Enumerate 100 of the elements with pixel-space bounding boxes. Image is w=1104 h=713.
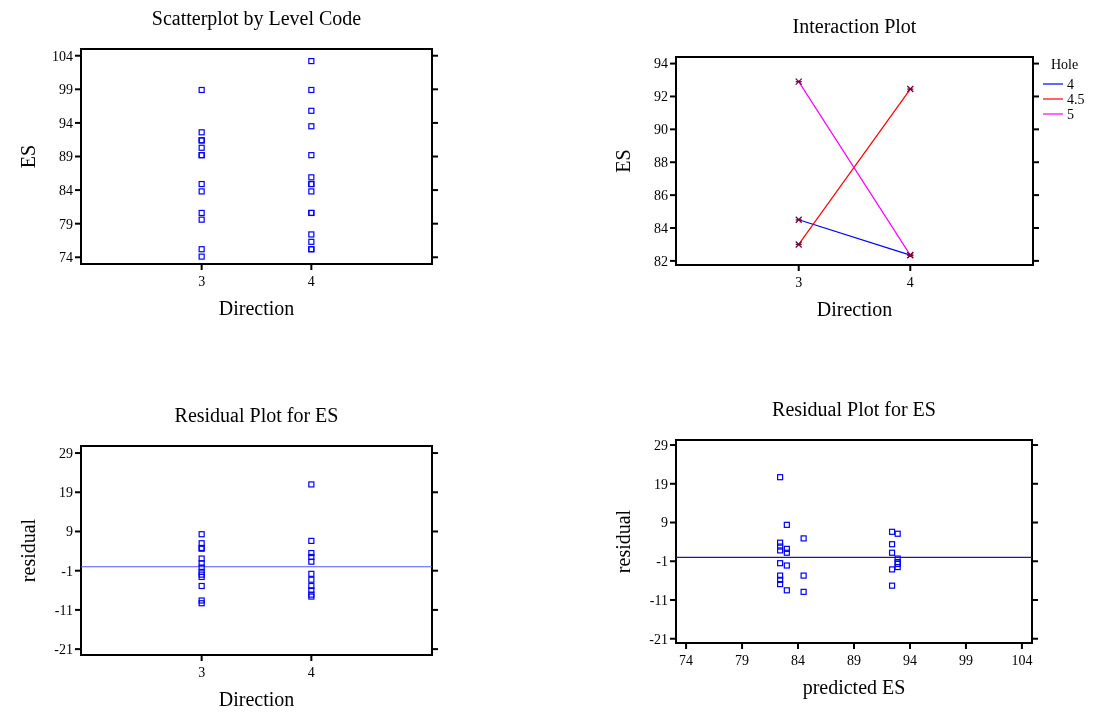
- legend-label: 4.5: [1067, 91, 1085, 107]
- point: [308, 537, 315, 544]
- y-axis-title: residual: [612, 509, 634, 574]
- point: [198, 144, 205, 151]
- point: [800, 572, 807, 579]
- point: [198, 540, 205, 547]
- point: [800, 588, 807, 595]
- point: [198, 555, 205, 562]
- point: [198, 597, 205, 604]
- y-tick-label: 79: [59, 216, 73, 232]
- x-axis-title: Direction: [218, 297, 295, 319]
- point: [308, 587, 315, 594]
- point: [308, 123, 315, 130]
- point: [783, 545, 790, 552]
- chart-title: Scatterplot by Level Code: [151, 7, 362, 30]
- y-tick-label: 29: [59, 445, 73, 461]
- point: [198, 209, 205, 217]
- point: [308, 553, 315, 561]
- point: [308, 231, 315, 238]
- y-tick-label: -11: [649, 592, 668, 608]
- x-tick-label: 104: [1011, 653, 1033, 668]
- y-tick-label: 99: [59, 82, 73, 98]
- point: [777, 576, 784, 583]
- point: [198, 216, 205, 223]
- y-tick-label: 92: [654, 89, 668, 105]
- y-tick-label: 94: [59, 115, 73, 131]
- point: [308, 86, 315, 94]
- y-tick-label: 88: [654, 155, 668, 171]
- point: [198, 600, 205, 607]
- x-tick-label: 4: [307, 274, 315, 289]
- y-tick-label: -1: [61, 563, 73, 579]
- point: [308, 174, 315, 181]
- y-tick-label: 94: [654, 56, 668, 72]
- point: [308, 549, 315, 557]
- point: [888, 549, 896, 556]
- point: [198, 564, 205, 571]
- point: [783, 587, 790, 594]
- point: [783, 562, 790, 569]
- point: [777, 560, 784, 567]
- point: [308, 481, 315, 488]
- point: [308, 558, 315, 565]
- legend-label: 4: [1067, 76, 1074, 92]
- point: [777, 581, 784, 588]
- x-tick-label: 89: [847, 653, 861, 668]
- point: [800, 535, 807, 542]
- x-axis-title: Direction: [816, 298, 893, 320]
- y-tick-label: 19: [654, 476, 668, 492]
- point: [308, 107, 315, 114]
- point: [308, 238, 315, 245]
- y-tick-label: -11: [54, 602, 73, 618]
- legend-label: 5: [1067, 106, 1074, 122]
- point: [198, 531, 205, 538]
- y-tick-label: -1: [656, 554, 668, 570]
- point: [198, 568, 205, 575]
- point: [308, 570, 315, 577]
- y-tick-label: -21: [649, 631, 668, 647]
- x-tick-label: 3: [198, 274, 206, 289]
- point: [783, 549, 790, 556]
- x-tick-label: 74: [679, 653, 694, 668]
- y-tick-label: 84: [654, 220, 668, 236]
- y-tick-label: 9: [66, 524, 73, 540]
- x-tick-label: 79: [735, 653, 750, 668]
- x-tick-label: 4: [906, 275, 914, 290]
- point: [777, 539, 784, 546]
- point: [308, 152, 315, 159]
- point: [888, 541, 896, 548]
- point: [894, 563, 901, 571]
- point: [308, 57, 315, 65]
- y-tick-label: 86: [654, 188, 668, 204]
- y-tick-label: 104: [52, 48, 73, 64]
- x-tick-label: 99: [958, 653, 973, 668]
- point: [308, 188, 315, 195]
- point: [198, 571, 205, 578]
- point: [198, 188, 205, 195]
- chart-title: Interaction Plot: [792, 15, 917, 37]
- point: [198, 129, 205, 136]
- point: [308, 576, 315, 583]
- y-tick-label: 89: [59, 149, 73, 165]
- chart-title: Residual Plot for ES: [772, 398, 936, 420]
- point: [783, 521, 790, 528]
- y-tick-label: 82: [654, 253, 668, 269]
- point: [777, 474, 784, 481]
- point: [198, 180, 205, 188]
- x-axis-title: predicted ES: [802, 676, 906, 699]
- point: [198, 86, 205, 94]
- point: [198, 560, 205, 567]
- point: [198, 246, 205, 253]
- y-tick-label: 29: [654, 437, 668, 453]
- legend-title: Hole: [1051, 57, 1079, 72]
- point: [777, 547, 784, 554]
- y-tick-label: 9: [661, 515, 668, 531]
- x-tick-label: 3: [198, 665, 206, 680]
- y-tick-label: -21: [54, 642, 73, 658]
- point: [198, 253, 205, 260]
- point: [777, 572, 784, 579]
- point: [777, 543, 784, 550]
- y-axis-title: residual: [17, 518, 39, 583]
- y-tick-label: 84: [59, 182, 73, 198]
- y-tick-label: 74: [59, 250, 73, 266]
- y-tick-label: 90: [654, 122, 668, 138]
